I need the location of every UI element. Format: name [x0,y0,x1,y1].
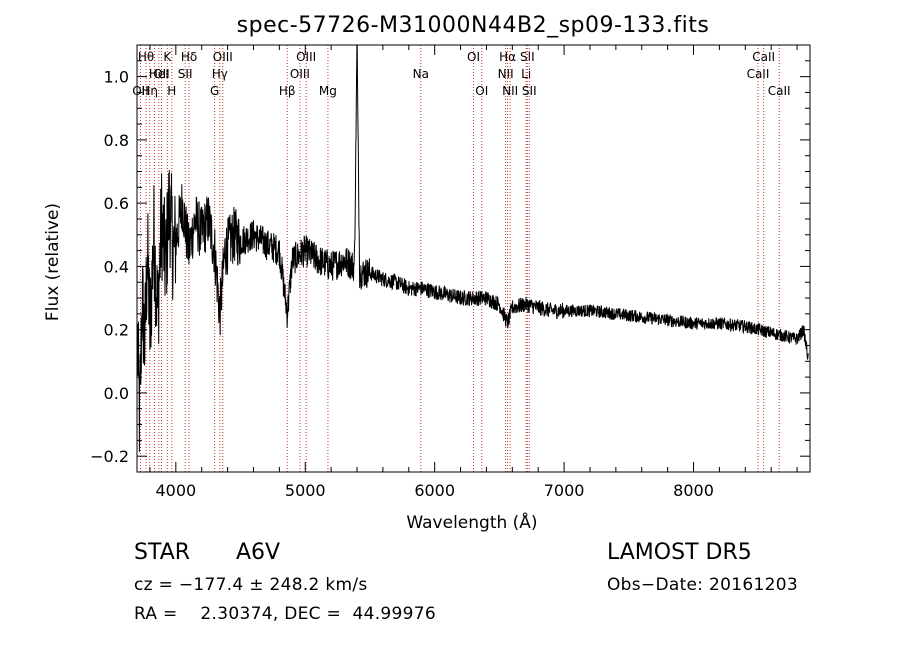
x-tick-label: 6000 [414,481,455,500]
spectral-line-label: OIII [296,50,316,64]
object-class: STAR [134,540,191,565]
spectral-line-label: OIII [290,67,310,81]
spectral-line-label: Hγ [212,67,228,81]
y-tick-label: 0.0 [104,384,129,403]
spectral-line-label: NII [502,84,518,98]
spectral-line-label: CaII [752,50,775,64]
x-tick-label: 7000 [544,481,585,500]
observation-date: Obs−Date: 20161203 [607,575,798,595]
spectral-line-label: SII [178,67,193,81]
spectral-line-label: HeI [149,67,169,81]
spectrum-line [137,44,809,452]
spectral-line-label: OII [132,84,149,98]
spectral-line-label: Hβ [279,84,296,98]
y-tick-label: 0.8 [104,131,129,150]
spectral-line-label: Mg [319,84,337,98]
spectral-line-label: Hη [141,84,158,98]
spectral-line-label: CaII [747,67,770,81]
y-tick-label: 1.0 [104,68,129,87]
subclass: A6V [236,540,281,565]
y-tick-label: 0.4 [104,257,129,276]
spectral-line-label: Hα [499,50,516,64]
plot-frame [136,44,811,473]
y-tick-label: −0.2 [90,447,129,466]
y-tick-label: 0.6 [104,194,129,213]
x-axis-label: Wavelength (Å) [406,511,537,533]
spectral-line-label: OIII [213,50,233,64]
spectral-line-label: Hθ [138,50,154,64]
y-axis-label: Flux (relative) [43,203,63,321]
x-axis-ticks: 4000 5000 6000 7000 8000 [149,45,798,500]
y-axis-ticks: −0.2 0.0 0.2 0.4 0.6 0.8 1.0 [90,60,810,473]
spectral-line-label: Hδ [181,50,197,64]
x-tick-label: 4000 [155,481,196,500]
spectral-line-label: Na [413,67,429,81]
x-tick-label: 5000 [285,481,326,500]
spectral-line-label: G [210,84,219,98]
coordinates: RA = 2.30374, DEC = 44.99976 [134,604,436,624]
y-tick-label: 0.2 [104,321,129,340]
spectral-line-label: H [167,84,176,98]
spectral-line-label: CaII [768,84,791,98]
redshift-velocity: cz = −177.4 ± 248.2 km/s [134,575,368,595]
spectral-line-label: NII [498,67,514,81]
spectral-line-label: SII [522,84,537,98]
spectral-line-label: SII [520,50,535,64]
spectral-line-label: OII [153,67,170,81]
chart-title: spec-57726-M31000N44B2_sp09-133.fits [237,13,710,38]
x-tick-label: 8000 [673,481,714,500]
spectral-line-label: K [163,50,172,64]
survey-name: LAMOST DR5 [607,540,752,565]
spectral-line-label: Li [521,67,531,81]
spectral-line-label: OI [467,50,480,64]
spectral-line-label: OI [475,84,488,98]
